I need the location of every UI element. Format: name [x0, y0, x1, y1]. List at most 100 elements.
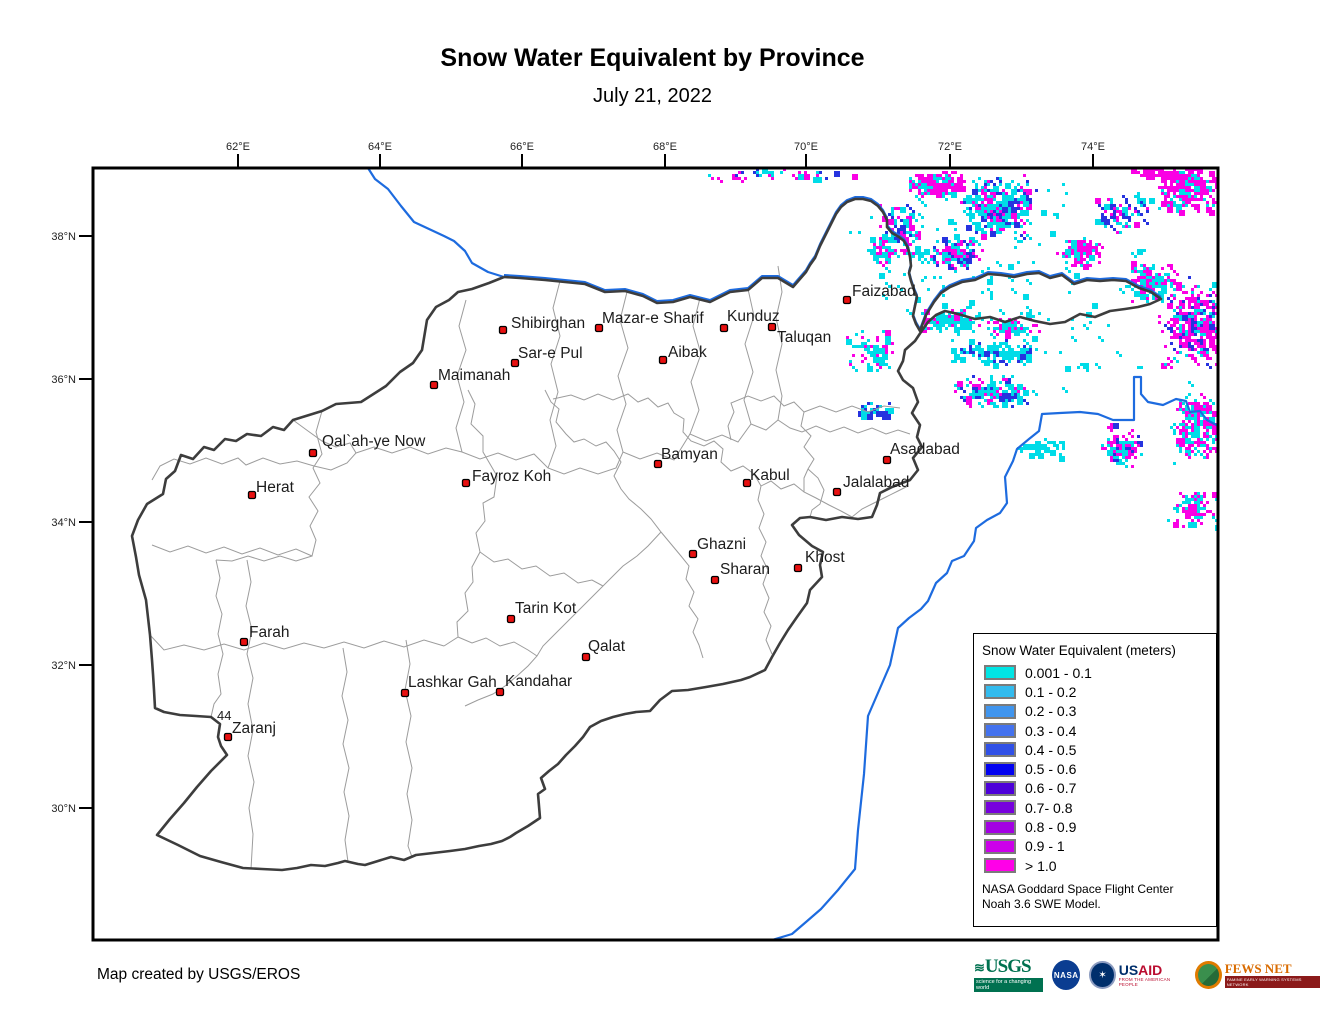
credit-text: Map created by USGS/EROS [97, 966, 301, 983]
legend-note-line2: Noah 3.6 SWE Model. [982, 897, 1101, 912]
city-dot [581, 652, 591, 662]
usgs-wave-icon: ≋ [974, 960, 985, 975]
usaid-tagline: FROM THE AMERICAN PEOPLE [1118, 976, 1171, 987]
fewsnet-wordmark: FEWS NET [1224, 960, 1292, 976]
city-label: Farah [249, 624, 290, 641]
legend-swatch [984, 858, 1016, 874]
legend-swatch [984, 684, 1016, 700]
city-dot [742, 478, 752, 488]
legend-row: 0.7- 0.8 [984, 798, 1216, 817]
nasa-logo: NASA [1052, 960, 1081, 990]
city-dot [710, 575, 720, 585]
city-label: Jalalabad [843, 474, 909, 491]
latitude-label: 30°N [51, 803, 76, 815]
legend-rows: 0.001 - 0.1 0.1 - 0.2 0.2 - 0.3 0.3 - 0.4 0.… [974, 663, 1216, 875]
legend-label: 0.9 - 1 [1025, 838, 1065, 855]
legend-swatch [984, 800, 1016, 816]
city-dot [832, 487, 842, 497]
rivers [367, 168, 1218, 940]
usgs-logo: ≋USGS science for a changing world [974, 957, 1044, 992]
fewsnet-logo: FEWS NET FAMINE EARLY WARNING SYSTEMS NE… [1195, 961, 1320, 989]
fewsnet-tagline: FAMINE EARLY WARNING SYSTEMS NETWORK [1224, 975, 1320, 988]
city-label: Mazar-e Sharif [602, 310, 704, 327]
city-label: Sar-e Pul [518, 345, 583, 362]
city-dot [719, 323, 729, 333]
city-dot [461, 478, 471, 488]
legend-row: 0.1 - 0.2 [984, 682, 1216, 701]
legend-row: 0.3 - 0.4 [984, 721, 1216, 740]
city-label: Sharan [720, 561, 770, 578]
map-clip-group [130, 168, 1218, 940]
legend-label: 0.2 - 0.3 [1025, 703, 1077, 720]
latitude-label: 32°N [51, 660, 76, 672]
legend-label: 0.7- 0.8 [1025, 799, 1073, 816]
legend-swatch [984, 742, 1016, 758]
city-label: Kabul [750, 467, 790, 484]
legend-swatch [984, 761, 1016, 777]
logos-row: ≋USGS science for a changing world NASA … [974, 954, 1320, 996]
map-frame [91, 166, 1220, 942]
legend-row: 0.9 - 1 [984, 837, 1216, 856]
legend-row: 0.001 - 0.1 [984, 663, 1216, 682]
longitude-label: 64°E [368, 141, 392, 153]
city-label: Faizabad [852, 283, 916, 300]
longitude-label: 74°E [1081, 141, 1105, 153]
map-subtitle: July 21, 2022 [593, 85, 712, 107]
usaid-logo: ✶ USAID FROM THE AMERICAN PEOPLE [1089, 961, 1186, 989]
city-dot [400, 688, 410, 698]
legend-label: 0.5 - 0.6 [1025, 761, 1077, 778]
afghanistan-border [130, 197, 1163, 872]
city-dot [247, 490, 257, 500]
city-label: Asadabad [890, 441, 960, 458]
legend-row: 0.4 - 0.5 [984, 740, 1216, 759]
legend-swatch [984, 703, 1016, 719]
city-label: Lashkar Gah [408, 674, 497, 691]
city-dot [506, 614, 516, 624]
city-label: Qalat [588, 638, 626, 655]
city-label: Fayroz Koh [472, 468, 551, 485]
city-label: Shibirghan [511, 315, 585, 332]
city-dot [223, 732, 233, 742]
legend-swatch [984, 780, 1016, 796]
legend-label: 0.8 - 0.9 [1025, 819, 1077, 836]
legend-swatch [984, 838, 1016, 854]
legend-label: 0.001 - 0.1 [1025, 664, 1092, 681]
city-label: Khost [805, 549, 845, 566]
longitude-label: 62°E [226, 141, 250, 153]
city-label: Herat [256, 479, 295, 496]
city-dot [495, 687, 505, 697]
legend-title: Snow Water Equivalent (meters) [982, 643, 1176, 658]
city-dot [688, 549, 698, 559]
longitude-label: 70°E [794, 141, 818, 153]
city-label: Tarin Kot [515, 600, 577, 617]
legend-label: 0.4 - 0.5 [1025, 741, 1077, 758]
legend-swatch [984, 723, 1016, 739]
latitude-label: 36°N [51, 374, 76, 386]
city-dot [653, 459, 663, 469]
longitude-label: 68°E [653, 141, 677, 153]
city-dot [793, 563, 803, 573]
city-dot [239, 637, 249, 647]
city-label: Zaranj [232, 720, 276, 737]
city-dot [308, 448, 318, 458]
city-label: Maimanah [438, 367, 510, 384]
graticule-labels: 62°E 64°E 66°E 68°E 70°E 72°E 74°E 38°N 36°N 34°N… [51, 141, 1105, 815]
legend-row: 0.8 - 0.9 [984, 817, 1216, 836]
city-dot [498, 325, 508, 335]
legend-box: Snow Water Equivalent (meters) 0.001 - 0… [973, 633, 1217, 927]
legend-row: 0.6 - 0.7 [984, 779, 1216, 798]
city-label: Qal`ah-ye Now [322, 433, 426, 450]
usaid-seal-icon: ✶ [1089, 961, 1116, 989]
legend-row: > 1.0 [984, 856, 1216, 875]
city-dot [510, 358, 520, 368]
legend-row: 0.5 - 0.6 [984, 759, 1216, 778]
province-boundaries [149, 265, 911, 870]
legend-label: > 1.0 [1025, 857, 1057, 874]
legend-note-line1: NASA Goddard Space Flight Center [982, 882, 1174, 897]
city-label: Aibak [668, 344, 707, 361]
map-title: Snow Water Equivalent by Province [440, 44, 865, 72]
city-dot [658, 355, 668, 365]
city-label: Ghazni [697, 536, 746, 553]
usaid-wordmark: USAID [1118, 961, 1163, 978]
